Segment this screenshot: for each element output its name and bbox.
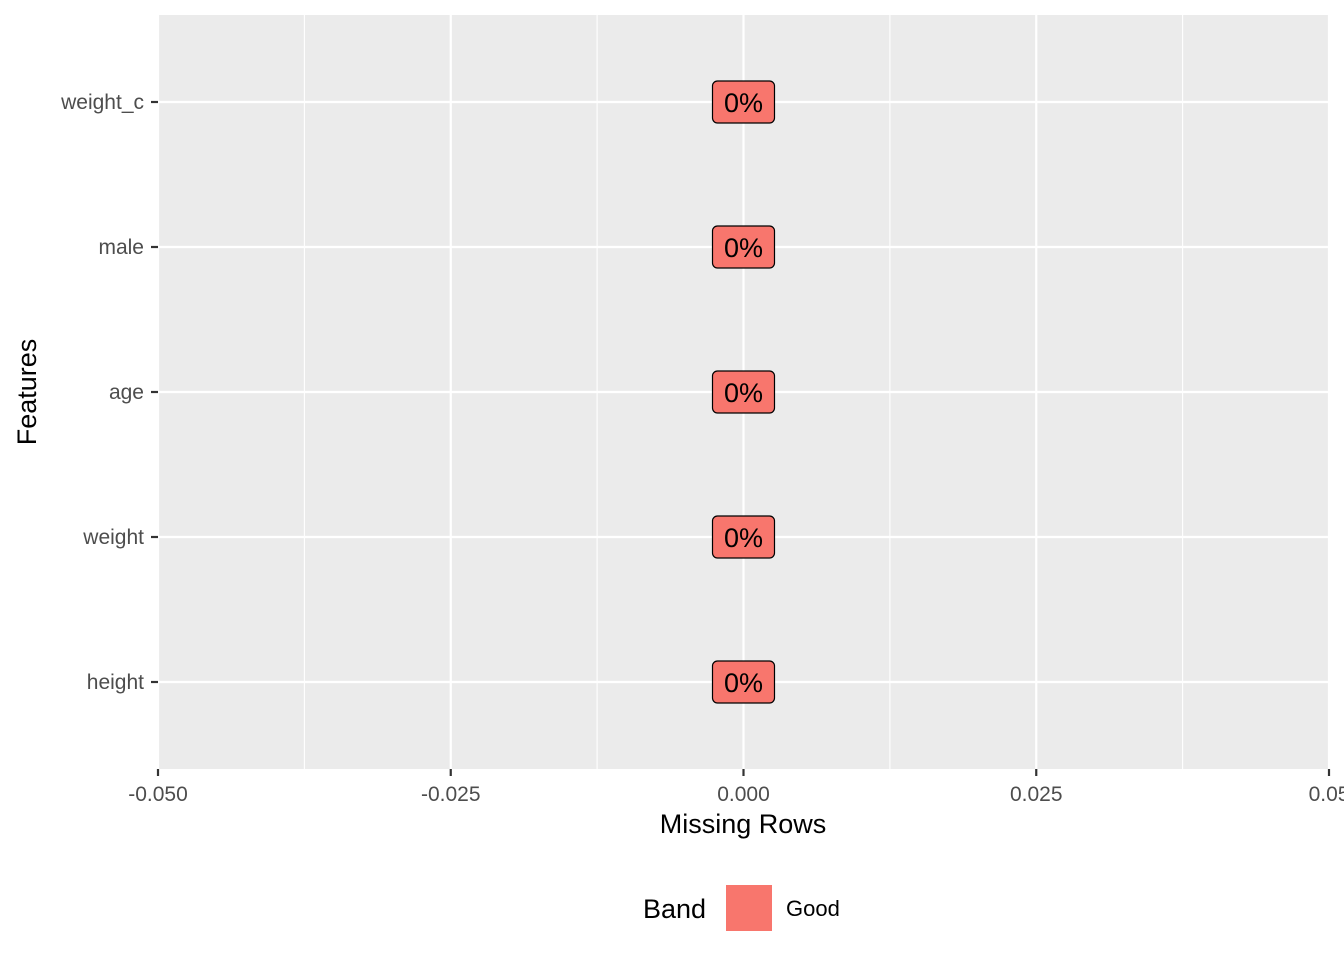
data-label-text: 0% [724,523,763,553]
data-label-box [711,225,776,269]
legend-title: Band [643,894,706,924]
y-tick-label-weight-c: weight_c [60,91,144,114]
data-label-text: 0% [724,378,763,408]
data-label-age: 0% [711,370,776,414]
data-label-height: 0% [711,660,776,704]
data-label-weight: 0% [711,515,776,559]
data-label-text: 0% [724,233,763,263]
data-labels: 0% 0% 0% 0% 0% [711,80,776,704]
x-tick-label: 0.05 [1309,783,1344,806]
x-tick-label: -0.050 [128,783,188,806]
x-axis: -0.050 -0.025 0.000 0.025 0.05 [128,769,1344,806]
data-label-box [711,370,776,414]
x-tick-label: 0.025 [1010,783,1063,806]
legend: Band Good [643,885,840,931]
data-label-text: 0% [724,668,763,698]
data-label-text: 0% [724,88,763,118]
data-label-box [711,660,776,704]
y-axis-title: Features [12,339,42,446]
data-label-box [711,515,776,559]
x-tick-label: 0.000 [717,783,770,806]
y-tick-label-weight: weight [82,526,144,549]
legend-label-good: Good [786,896,840,921]
legend-key-good [726,885,772,931]
y-tick-label-male: male [98,236,144,259]
data-label-weight-c: 0% [711,80,776,124]
y-tick-label-age: age [109,381,144,404]
y-tick-label-height: height [87,671,144,694]
x-axis-title: Missing Rows [660,809,827,839]
x-tick-label: -0.025 [421,783,481,806]
data-label-box [711,80,776,124]
data-label-male: 0% [711,225,776,269]
